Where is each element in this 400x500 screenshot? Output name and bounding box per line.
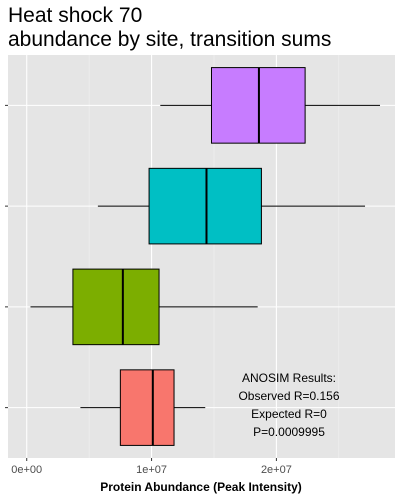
x-tick-label: 1e+07 — [136, 464, 167, 476]
box-body — [72, 268, 160, 346]
box-series — [30, 67, 381, 446]
box-body — [119, 369, 175, 446]
anosim-annotation: ANOSIM Results: Observed R=0.156 Expecte… — [238, 371, 339, 439]
annotation-line-4: P=0.0009995 — [253, 425, 325, 439]
box-2 — [30, 268, 258, 346]
box-body — [148, 167, 262, 245]
x-tick-label: 0e+00 — [11, 464, 42, 476]
annotation-line-2: Observed R=0.156 — [238, 389, 339, 403]
box-1 — [80, 369, 206, 446]
chart-title-line-2: abundance by site, transition sums — [8, 28, 332, 51]
x-axis: 0e+00 1e+07 2e+07 — [5, 104, 292, 476]
annotation-line-1: ANOSIM Results: — [242, 371, 336, 385]
plot-panel — [8, 55, 395, 458]
chart-title-line-1: Heat shock 70 — [8, 4, 143, 27]
box-4 — [160, 67, 381, 144]
x-tick-label: 2e+07 — [261, 464, 292, 476]
annotation-line-3: Expected R=0 — [251, 407, 327, 421]
box-3 — [97, 167, 366, 245]
x-axis-label: Protein Abundance (Peak Intensity) — [100, 480, 302, 494]
